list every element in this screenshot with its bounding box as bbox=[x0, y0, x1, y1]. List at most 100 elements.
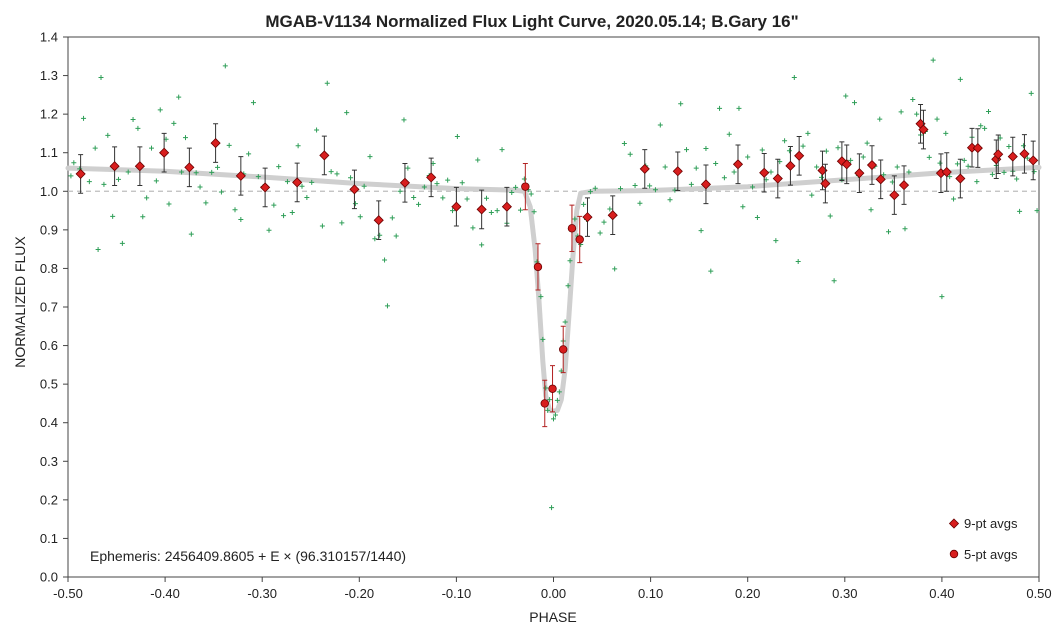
y-tick-label: 0.6 bbox=[40, 338, 58, 353]
legend-diamond-marker bbox=[948, 518, 960, 529]
avg-9pt-point bbox=[759, 167, 770, 178]
avg-9pt-point bbox=[210, 138, 221, 149]
raw-data-point bbox=[470, 225, 476, 231]
avg-9pt-point bbox=[476, 204, 487, 215]
raw-data-point bbox=[218, 189, 224, 195]
raw-data-point bbox=[986, 108, 992, 114]
raw-data-point bbox=[226, 142, 232, 148]
raw-data-point bbox=[894, 164, 900, 170]
raw-data-point bbox=[499, 147, 505, 153]
raw-data-point bbox=[703, 145, 709, 151]
raw-data-point bbox=[440, 195, 446, 201]
raw-data-point bbox=[543, 385, 549, 391]
avg-9pt-point bbox=[373, 215, 384, 226]
raw-data-point bbox=[494, 208, 500, 214]
raw-data-point bbox=[171, 120, 177, 126]
raw-data-point bbox=[587, 189, 593, 195]
raw-data-point bbox=[209, 169, 215, 175]
raw-data-point bbox=[464, 196, 470, 202]
legend-label-5pt: 5-pt avgs bbox=[964, 547, 1018, 562]
avg-9pt-point bbox=[672, 166, 683, 177]
raw-data-point bbox=[637, 200, 643, 206]
x-tick-label: 0.50 bbox=[1026, 586, 1051, 601]
raw-data-point bbox=[612, 266, 618, 272]
avg-5pt-point bbox=[559, 345, 568, 354]
raw-data-point bbox=[509, 189, 515, 195]
raw-data-point bbox=[71, 160, 77, 166]
raw-data-point bbox=[450, 208, 456, 214]
raw-data-point bbox=[848, 157, 854, 163]
x-axis-label: PHASE bbox=[529, 609, 576, 625]
raw-data-point bbox=[1031, 169, 1037, 175]
avg-9pt-point bbox=[349, 184, 360, 195]
x-tick-label: 0.00 bbox=[541, 586, 566, 601]
raw-data-point bbox=[818, 174, 824, 180]
raw-data-point bbox=[759, 147, 765, 153]
raw-data-point bbox=[357, 214, 363, 220]
raw-data-point bbox=[445, 177, 451, 183]
raw-data-point bbox=[957, 76, 963, 82]
raw-data-point bbox=[791, 75, 797, 80]
raw-data-point bbox=[348, 175, 354, 181]
raw-data-point bbox=[667, 197, 673, 203]
raw-data-point bbox=[745, 154, 751, 160]
raw-data-point bbox=[289, 210, 295, 215]
raw-data-point bbox=[547, 397, 553, 403]
raw-data-point bbox=[140, 214, 146, 220]
x-tick-label: -0.50 bbox=[53, 586, 83, 601]
raw-data-point bbox=[567, 258, 573, 264]
raw-data-point bbox=[232, 207, 238, 213]
raw-data-point bbox=[281, 213, 287, 219]
y-tick-label: 1.3 bbox=[40, 68, 58, 83]
raw-data-point bbox=[982, 125, 988, 131]
raw-data-point bbox=[125, 169, 131, 175]
raw-data-point bbox=[632, 183, 638, 188]
raw-data-point bbox=[377, 232, 383, 238]
raw-data-point bbox=[488, 210, 494, 215]
raw-data-point bbox=[182, 135, 188, 141]
raw-data-point bbox=[110, 213, 116, 219]
raw-data-point bbox=[284, 179, 290, 185]
raw-data-point bbox=[1006, 144, 1012, 150]
avg-9pt-point bbox=[184, 162, 195, 173]
raw-data-point bbox=[149, 145, 155, 151]
raw-data-point bbox=[352, 201, 358, 207]
avg-5pt-point bbox=[575, 235, 584, 244]
raw-data-point bbox=[421, 184, 427, 190]
raw-data-point bbox=[930, 57, 936, 63]
raw-data-point bbox=[1024, 155, 1030, 161]
plot-area: 0.0 0.1 0.2 0.3 0.4 0.5 0.6 0.7 0.8 0.9 1.0 1.1 1.2 1… bbox=[40, 30, 1052, 602]
raw-data-point bbox=[339, 220, 345, 226]
raw-data-point bbox=[86, 179, 92, 185]
raw-data-point bbox=[965, 163, 971, 169]
legend-circle-marker bbox=[949, 549, 959, 559]
raw-data-point bbox=[786, 148, 792, 154]
raw-data-point bbox=[974, 179, 980, 185]
raw-data-point bbox=[197, 184, 203, 190]
avg-5pt-point bbox=[540, 399, 549, 408]
avg-9pt-point bbox=[607, 210, 618, 221]
avg-9pt-point bbox=[898, 180, 910, 191]
raw-data-point bbox=[740, 204, 746, 210]
raw-data-point bbox=[135, 125, 141, 131]
avg-9pt-point bbox=[918, 124, 929, 135]
raw-data-point bbox=[877, 116, 883, 122]
raw-data-point bbox=[684, 147, 690, 153]
raw-data-point bbox=[459, 180, 465, 186]
avg-9pt-point bbox=[1007, 151, 1018, 162]
avg-9pt-point bbox=[955, 173, 966, 184]
raw-data-point bbox=[814, 164, 820, 170]
avg-9pt-point bbox=[639, 163, 650, 174]
avg-9pt-point bbox=[820, 178, 831, 189]
raw-data-point bbox=[295, 143, 301, 149]
legend-box bbox=[930, 508, 1033, 570]
raw-data-point bbox=[531, 209, 537, 215]
raw-data-point bbox=[652, 187, 658, 193]
avg-5pt-point bbox=[521, 182, 530, 191]
raw-data-point bbox=[203, 200, 209, 206]
raw-data-point bbox=[552, 412, 558, 418]
raw-data-point bbox=[361, 183, 367, 189]
raw-data-point bbox=[951, 196, 957, 202]
avg-9pt-point bbox=[941, 166, 952, 178]
y-tick-label: 0.0 bbox=[40, 570, 58, 585]
